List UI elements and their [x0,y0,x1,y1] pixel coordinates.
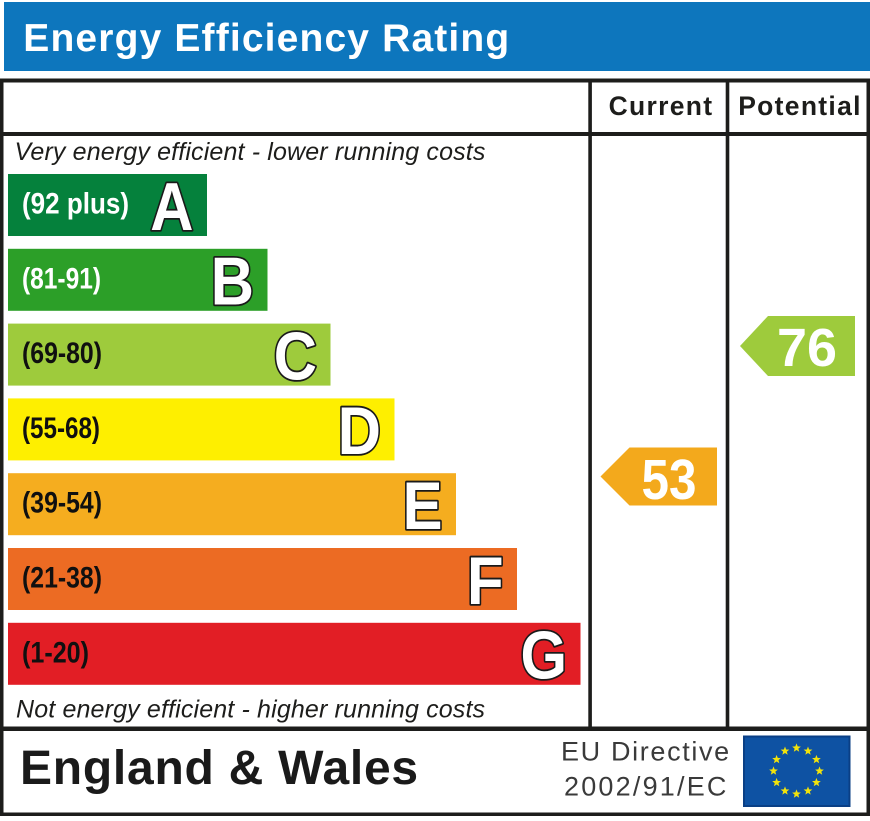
svg-text:76: 76 [777,318,837,378]
svg-text:E: E [403,467,443,543]
svg-text:(21-38): (21-38) [22,562,102,595]
svg-text:B: B [211,243,254,319]
svg-text:Current: Current [609,91,714,121]
svg-text:2002/91/EC: 2002/91/EC [564,772,729,802]
svg-text:(1-20): (1-20) [22,636,89,669]
svg-text:53: 53 [642,448,697,512]
svg-text:C: C [274,318,317,394]
svg-text:G: G [520,617,567,693]
svg-text:(55-68): (55-68) [22,412,100,445]
svg-text:F: F [467,542,504,618]
svg-text:Not energy efficient - higher: Not energy efficient - higher running co… [16,696,485,724]
svg-text:EU Directive: EU Directive [561,737,731,767]
svg-text:Energy Efficiency Rating: Energy Efficiency Rating [23,17,510,60]
svg-text:D: D [338,393,381,469]
svg-text:A: A [150,168,193,244]
svg-text:(69-80): (69-80) [22,337,102,370]
svg-text:Potential: Potential [738,91,862,121]
svg-text:(81-91): (81-91) [22,262,101,295]
svg-text:(92 plus): (92 plus) [22,188,129,221]
svg-text:Very energy efficient - lower: Very energy efficient - lower running co… [15,138,486,166]
svg-text:England & Wales: England & Wales [20,742,419,795]
svg-text:(39-54): (39-54) [22,487,102,520]
